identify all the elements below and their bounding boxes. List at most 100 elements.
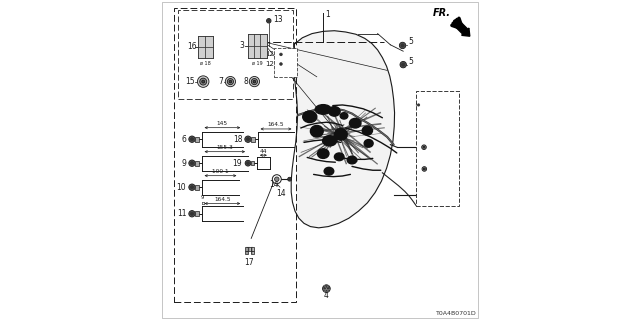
Bar [251, 247, 253, 251]
Circle shape [324, 287, 328, 291]
Bar [252, 161, 255, 165]
Ellipse shape [347, 156, 357, 164]
Text: 19: 19 [232, 159, 243, 168]
Text: 18: 18 [233, 135, 243, 144]
Ellipse shape [335, 153, 344, 161]
Text: ø 18: ø 18 [200, 61, 211, 66]
Circle shape [245, 160, 251, 166]
Text: 12: 12 [430, 143, 439, 152]
Text: T0A4B0701D: T0A4B0701D [436, 311, 477, 316]
Circle shape [422, 145, 426, 149]
Circle shape [191, 212, 193, 215]
Circle shape [420, 165, 428, 173]
Bar [251, 251, 253, 254]
Bar [248, 46, 254, 58]
Text: ø 19: ø 19 [252, 61, 262, 66]
Ellipse shape [310, 125, 323, 137]
Circle shape [229, 80, 232, 83]
Circle shape [189, 160, 195, 166]
FancyArrow shape [452, 18, 470, 36]
Ellipse shape [303, 111, 317, 123]
Ellipse shape [334, 129, 347, 140]
Circle shape [400, 61, 406, 68]
Circle shape [197, 76, 209, 87]
Polygon shape [291, 31, 394, 228]
Circle shape [225, 76, 236, 87]
Ellipse shape [323, 136, 337, 146]
Circle shape [417, 104, 420, 106]
Circle shape [272, 175, 282, 184]
Text: 14: 14 [276, 189, 286, 198]
Circle shape [252, 78, 257, 85]
Circle shape [422, 167, 427, 171]
Text: 1: 1 [325, 10, 330, 19]
Circle shape [189, 211, 195, 217]
Bar [195, 137, 199, 142]
Text: 12: 12 [265, 61, 274, 67]
Text: 4: 4 [324, 291, 329, 300]
Bar [195, 185, 199, 190]
Bar [254, 46, 260, 58]
Circle shape [191, 162, 193, 165]
Circle shape [189, 136, 195, 142]
Circle shape [323, 285, 330, 292]
Bar [198, 47, 205, 58]
Text: 5: 5 [408, 57, 413, 66]
Bar [248, 247, 251, 251]
Text: 9: 9 [201, 195, 204, 200]
Text: 8: 8 [243, 77, 248, 86]
Circle shape [423, 146, 425, 148]
Bar [245, 247, 248, 251]
Circle shape [189, 184, 195, 190]
Bar [195, 211, 199, 216]
Ellipse shape [362, 126, 372, 135]
Circle shape [280, 53, 282, 56]
Circle shape [245, 136, 251, 142]
Text: 164.5: 164.5 [214, 197, 230, 202]
Text: 6: 6 [181, 135, 186, 144]
Circle shape [202, 80, 205, 83]
Circle shape [280, 63, 282, 65]
Text: FR.: FR. [433, 8, 451, 18]
Text: 5: 5 [408, 37, 413, 46]
Bar [198, 36, 213, 58]
Text: 12: 12 [430, 165, 439, 174]
Text: 14: 14 [269, 180, 278, 189]
Bar [416, 91, 460, 206]
Text: 7: 7 [218, 77, 223, 86]
Circle shape [416, 103, 421, 107]
Ellipse shape [349, 118, 361, 128]
Text: 11: 11 [177, 209, 186, 218]
Circle shape [246, 162, 250, 164]
Text: 13: 13 [274, 15, 284, 24]
Text: 16: 16 [187, 42, 197, 51]
Bar [195, 161, 199, 166]
Text: 10: 10 [177, 183, 186, 192]
Bar [174, 8, 296, 302]
Bar [260, 34, 267, 46]
Circle shape [420, 143, 428, 151]
Circle shape [249, 76, 260, 87]
Text: 9: 9 [181, 159, 186, 168]
Ellipse shape [364, 140, 373, 147]
Ellipse shape [317, 149, 329, 158]
Circle shape [278, 52, 284, 57]
Bar [254, 34, 260, 46]
Ellipse shape [315, 105, 332, 114]
Circle shape [401, 44, 404, 47]
Bar [274, 48, 297, 77]
Bar [245, 251, 248, 254]
Text: 3: 3 [240, 41, 244, 50]
Bar [260, 46, 267, 58]
Bar [205, 36, 213, 47]
Ellipse shape [324, 167, 334, 175]
Circle shape [253, 80, 255, 83]
Circle shape [191, 186, 193, 189]
Text: 155.3: 155.3 [216, 145, 233, 150]
Bar [248, 34, 267, 58]
Circle shape [399, 42, 406, 49]
Text: 100 1: 100 1 [212, 169, 228, 174]
Circle shape [200, 78, 207, 85]
Text: 44: 44 [260, 148, 267, 154]
Circle shape [402, 63, 405, 66]
